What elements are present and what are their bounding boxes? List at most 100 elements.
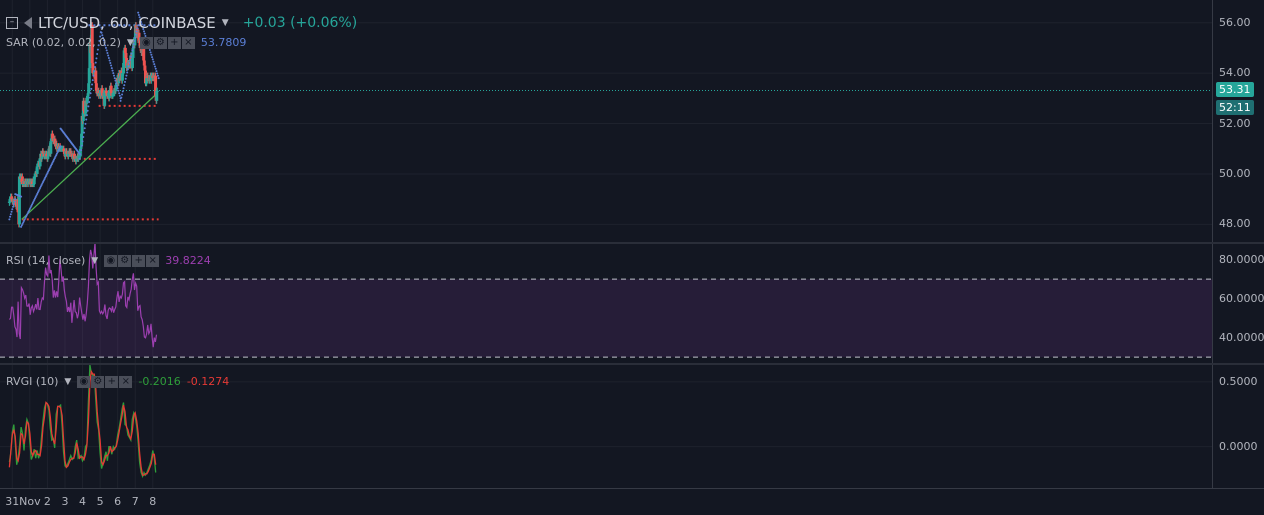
sar-dot [118, 94, 121, 97]
sar-dot [107, 54, 110, 57]
close-icon[interactable]: × [146, 254, 160, 267]
sar-dot [129, 55, 132, 58]
close-icon[interactable]: × [119, 375, 133, 388]
candle [128, 65, 132, 67]
rsi-value: 39.8224 [165, 254, 211, 267]
sar-dot [113, 74, 116, 77]
candle [78, 148, 82, 157]
plus-icon[interactable]: + [167, 36, 181, 49]
sar-dot [132, 46, 135, 49]
rvgi-value-1: -0.2016 [138, 375, 181, 388]
sar-dot [108, 59, 111, 62]
sar-dot [140, 23, 143, 26]
sar-dot [136, 27, 139, 30]
candle [53, 138, 57, 144]
pane-separator[interactable] [0, 363, 1264, 365]
sar-dot [55, 152, 58, 155]
sar-dot [12, 203, 15, 206]
price-chart-pane[interactable]: – LTC/USD, 60, COINBASE ▼ +0.03 (+0.06%)… [0, 0, 1212, 242]
sar-dot [89, 92, 92, 95]
sar-value: 53.7809 [200, 36, 247, 49]
sar-dot [124, 77, 127, 80]
time-tick-label: 2 [43, 495, 51, 508]
rvgi-axis[interactable]: 0.5000 0.0000 [1212, 365, 1264, 488]
sar-dot [10, 210, 13, 213]
sar-dot [138, 16, 141, 19]
candle [129, 55, 133, 61]
gear-icon[interactable]: ⚙ [153, 36, 167, 49]
flag-icon[interactable] [24, 17, 32, 29]
sar-dot [39, 187, 42, 190]
price-chart[interactable] [0, 0, 1212, 242]
rsi-tick-label: 60.0000 [1219, 291, 1264, 305]
rvgi-pane[interactable]: RVGI (10) ▼ ◉ ⚙ + × -0.2016 -0.1274 [0, 365, 1212, 488]
close-icon[interactable]: × [181, 36, 195, 49]
rsi-chart[interactable] [0, 244, 1212, 363]
candle [131, 47, 135, 58]
sar-dot [117, 89, 120, 92]
rsi-dropdown-icon[interactable]: ▼ [91, 255, 99, 266]
rvgi-dropdown-icon[interactable]: ▼ [64, 376, 72, 387]
sar-dot [126, 71, 129, 74]
sar-dot [130, 52, 133, 55]
collapse-icon[interactable]: – [6, 17, 18, 29]
sar-dot [102, 36, 105, 39]
sar-dot [23, 219, 26, 222]
sar-dot [34, 195, 37, 198]
sar-dot [141, 25, 144, 28]
candle [75, 158, 79, 160]
candle [30, 181, 34, 185]
eye-icon[interactable]: ◉ [104, 254, 118, 267]
sar-dot [28, 209, 31, 212]
rvgi-chart[interactable] [0, 365, 1212, 488]
price-tick-label: 54.00 [1219, 66, 1251, 80]
candle [36, 163, 40, 167]
sar-dot [84, 122, 87, 125]
candle [143, 65, 147, 71]
price-tick-label: 48.00 [1219, 217, 1251, 231]
sar-dot [50, 163, 53, 166]
sar-dot [133, 39, 136, 42]
rsi-axis[interactable]: 80.0000 60.0000 40.0000 [1212, 244, 1264, 363]
eye-icon[interactable]: ◉ [139, 36, 153, 49]
candle [84, 100, 88, 114]
sar-dot [156, 72, 159, 75]
sar-dot [44, 175, 47, 178]
sar-dot [122, 87, 125, 90]
gear-icon[interactable]: ⚙ [91, 375, 105, 388]
symbol-legend: – LTC/USD, 60, COINBASE ▼ +0.03 (+0.06%) [6, 14, 357, 32]
time-axis[interactable]: 31 Nov 2 3 4 5 6 7 8 [0, 488, 1264, 515]
eye-icon[interactable]: ◉ [77, 375, 91, 388]
sar-dot [119, 99, 122, 102]
pane-separator[interactable] [0, 242, 1264, 244]
rvgi-label[interactable]: RVGI (10) [6, 375, 59, 388]
rsi-pane[interactable]: RSI (14, close) ▼ ◉ ⚙ + × 39.8224 [0, 244, 1212, 363]
time-tick-label: 5 [96, 495, 104, 508]
sar-dot [41, 182, 44, 185]
candle [85, 95, 89, 101]
plus-icon[interactable]: + [105, 375, 119, 388]
sar-dot [33, 197, 36, 200]
symbol-dropdown-icon[interactable]: ▼ [221, 18, 229, 28]
sar-dot [95, 57, 98, 60]
sar-dot [33, 198, 36, 201]
plus-icon[interactable]: + [132, 254, 146, 267]
sar-dot [58, 148, 61, 151]
candle [10, 196, 14, 200]
candle [78, 156, 82, 158]
candle [155, 90, 159, 101]
sar-dot [153, 65, 156, 68]
candle [82, 100, 86, 111]
sar-dropdown-icon[interactable]: ▼ [126, 37, 134, 48]
gear-icon[interactable]: ⚙ [118, 254, 132, 267]
sar-dot [92, 74, 95, 77]
sar-label[interactable]: SAR (0.02, 0.02, 0.2) [6, 36, 121, 49]
sar-dot [14, 198, 17, 201]
price-axis[interactable]: 56.00 54.00 52.00 50.00 48.00 53.31 52:11 [1212, 0, 1264, 242]
candle [72, 153, 76, 159]
rsi-label[interactable]: RSI (14, close) [6, 254, 86, 267]
sar-dot [82, 135, 85, 138]
symbol-title[interactable]: LTC/USD, 60, COINBASE [38, 14, 216, 32]
candle [20, 176, 24, 185]
candle [122, 50, 126, 64]
